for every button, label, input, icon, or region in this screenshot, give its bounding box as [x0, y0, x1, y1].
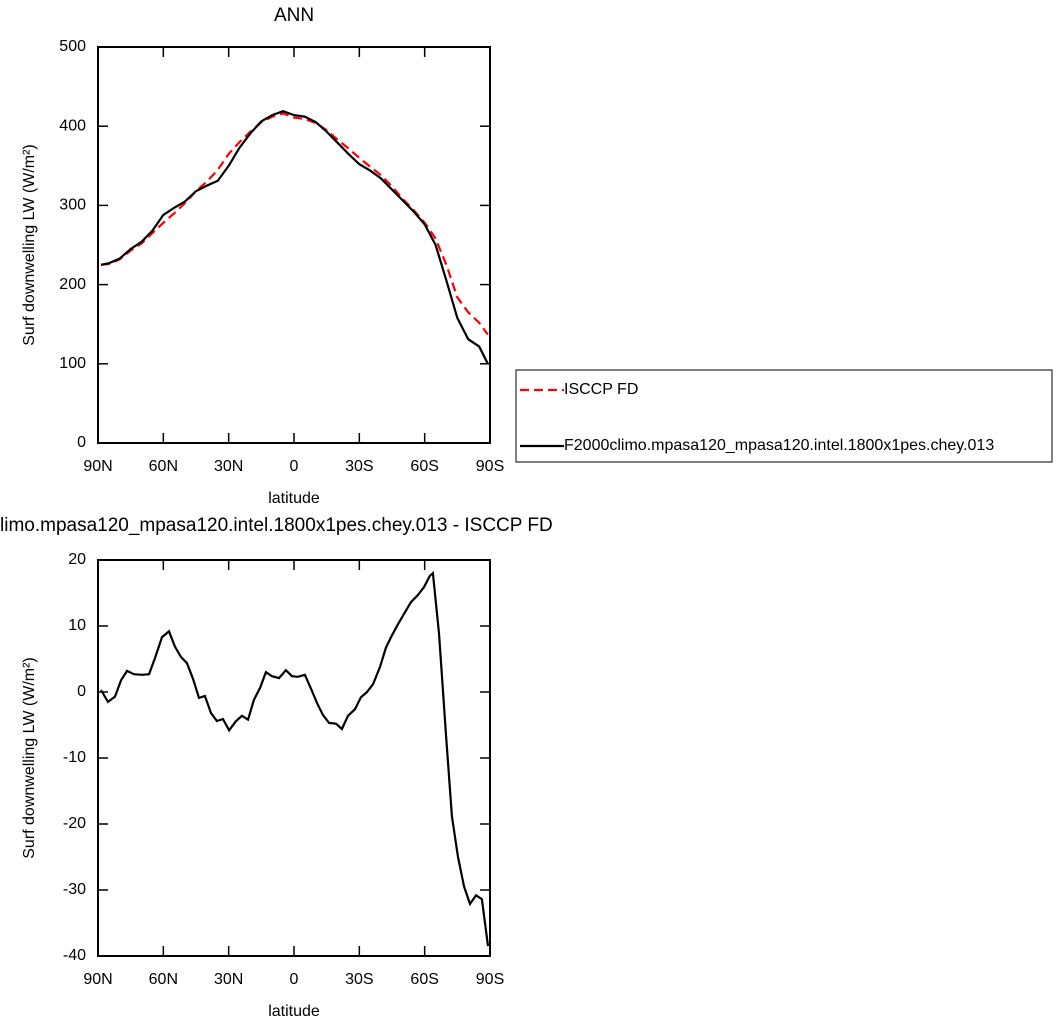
- x-tick-label: 30N: [214, 971, 243, 988]
- y-tick-label: -10: [63, 749, 86, 766]
- plot-frame: [97, 46, 491, 444]
- legend-label: ISCCP FD: [564, 381, 638, 398]
- y-tick-label: 0: [77, 434, 86, 451]
- y-tick-label: -20: [63, 815, 86, 832]
- y-tick-label: -40: [63, 947, 86, 964]
- data-line: [100, 110, 489, 365]
- x-tick-label: 0: [290, 458, 299, 475]
- x-tick-label: 0: [290, 971, 299, 988]
- y-axis-label: Surf downwelling LW (W/m²): [21, 657, 38, 859]
- legend-box: [515, 369, 1053, 463]
- y-tick-label: 400: [59, 117, 86, 134]
- chart-title: limo.mpasa120_mpasa120.intel.1800x1pes.c…: [0, 515, 553, 536]
- x-tick-label: 90N: [83, 971, 112, 988]
- y-tick-label: 0: [77, 683, 86, 700]
- x-tick-label: 60N: [149, 971, 178, 988]
- x-tick-label: 60S: [410, 971, 438, 988]
- chart-title: ANN: [274, 5, 314, 26]
- y-tick-label: 20: [68, 551, 86, 568]
- x-tick-label: 90S: [476, 971, 504, 988]
- x-tick-label: 30S: [345, 971, 373, 988]
- x-tick-label: 60N: [149, 458, 178, 475]
- y-tick-label: 100: [59, 355, 86, 372]
- x-tick-label: 30S: [345, 458, 373, 475]
- x-axis-label: latitude: [268, 490, 320, 507]
- x-tick-label: 90N: [83, 458, 112, 475]
- x-tick-label: 30N: [214, 458, 243, 475]
- y-axis-label: Surf downwelling LW (W/m²): [21, 144, 38, 346]
- x-axis-label: latitude: [268, 1003, 320, 1020]
- legend-label: F2000climo.mpasa120_mpasa120.intel.1800x…: [564, 437, 994, 454]
- x-tick-label: 60S: [410, 458, 438, 475]
- y-tick-label: 200: [59, 276, 86, 293]
- y-tick-label: -30: [63, 881, 86, 898]
- y-tick-label: 10: [68, 617, 86, 634]
- x-tick-label: 90S: [476, 458, 504, 475]
- y-tick-label: 300: [59, 197, 86, 214]
- plot-frame: [97, 559, 491, 957]
- y-tick-label: 500: [59, 38, 86, 55]
- data-line: [100, 112, 489, 336]
- data-line: [100, 570, 490, 947]
